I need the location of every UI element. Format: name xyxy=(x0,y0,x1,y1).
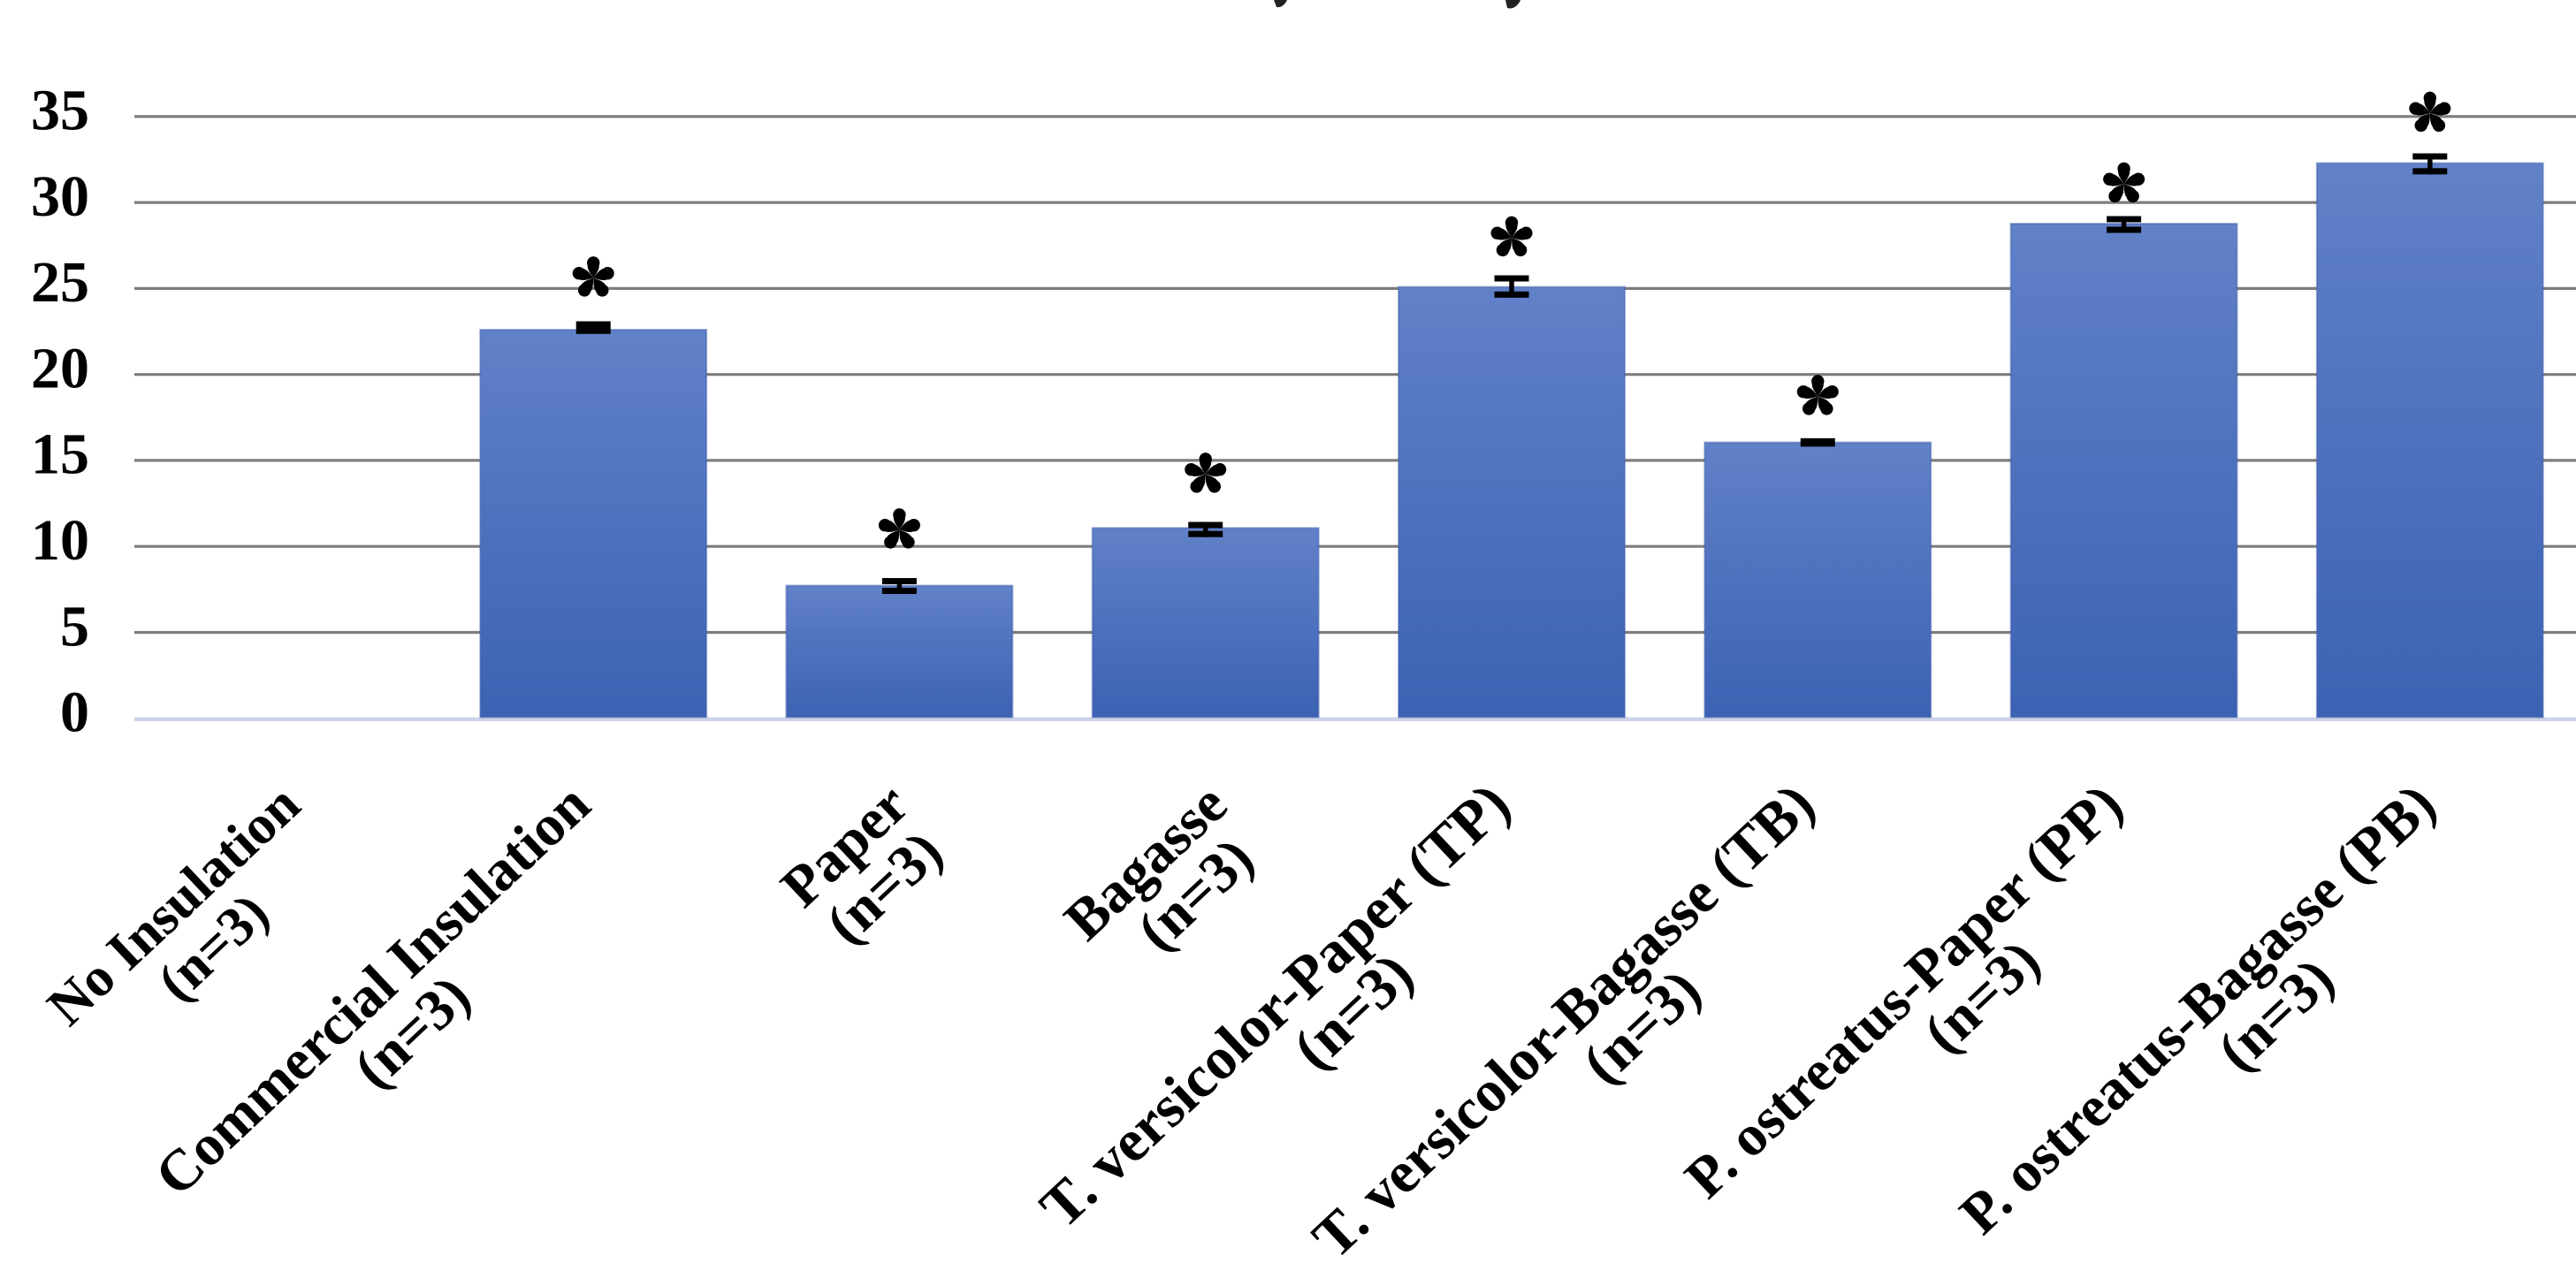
svg-text:15: 15 xyxy=(31,422,89,487)
svg-text:25: 25 xyxy=(31,250,89,315)
svg-text:10: 10 xyxy=(31,508,89,573)
svg-text:5: 5 xyxy=(60,594,89,658)
svg-text:20: 20 xyxy=(31,337,89,401)
svg-text:35: 35 xyxy=(31,79,89,143)
svg-text:0: 0 xyxy=(60,681,89,745)
svg-text:30: 30 xyxy=(31,164,89,229)
